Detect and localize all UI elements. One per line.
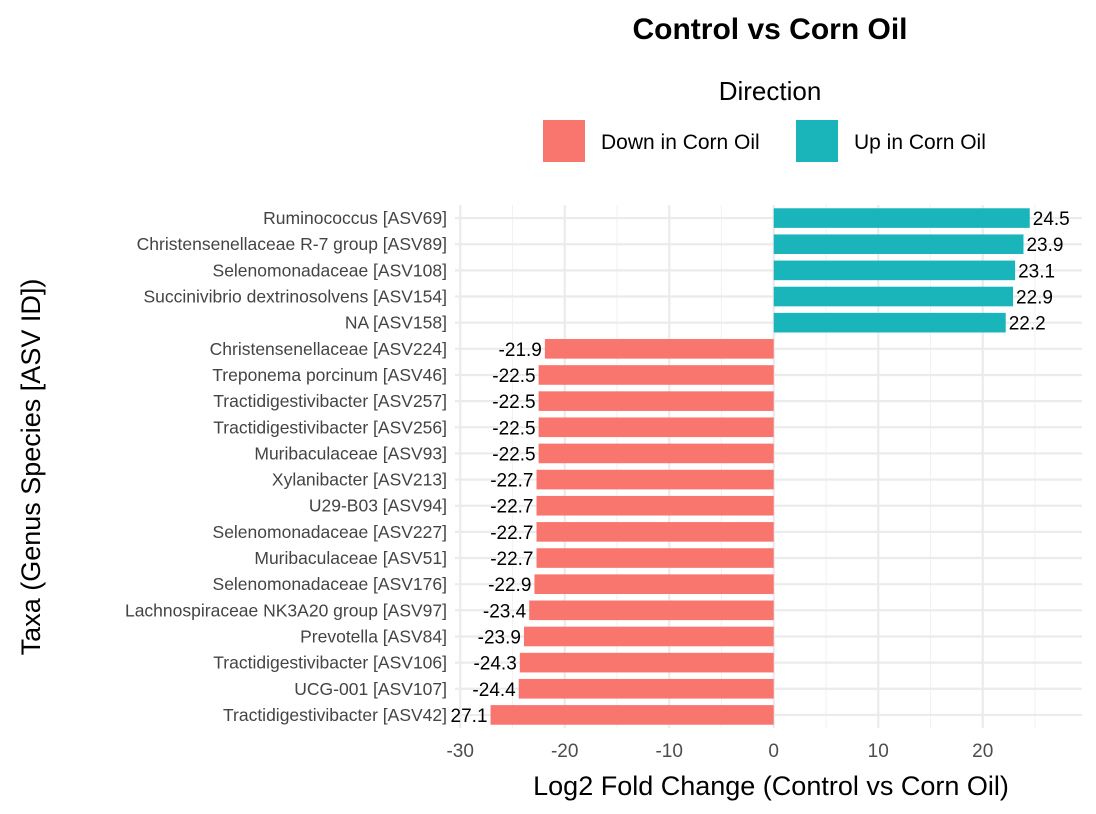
value-label: 23.9 (1026, 235, 1063, 256)
bar (523, 626, 774, 647)
category-label: Xylanibacter [ASV213] (272, 470, 447, 490)
category-label: Selenomonadaceae [ASV227] (213, 522, 447, 542)
value-label: -21.9 (499, 340, 542, 361)
value-label: -22.5 (492, 392, 535, 413)
x-tick-label: 20 (972, 741, 993, 762)
category-label: Muribaculaceae [ASV93] (254, 443, 447, 463)
bar (773, 286, 1014, 307)
category-label: Selenomonadaceae [ASV176] (213, 574, 447, 594)
category-label: Christensenellaceae R-7 group [ASV89] (137, 234, 447, 254)
value-label: 24.5 (1033, 209, 1070, 230)
legend-swatch-up (796, 120, 838, 162)
category-label: U29-B03 [ASV94] (309, 496, 447, 516)
value-label: -22.7 (490, 523, 533, 544)
bar (490, 705, 774, 725)
value-label: 22.2 (1009, 314, 1046, 335)
category-label: NA [ASV158] (345, 313, 447, 333)
bar (538, 417, 774, 438)
category-label: Selenomonadaceae [ASV108] (213, 260, 447, 280)
x-tick-label: -10 (655, 741, 682, 762)
bar (529, 600, 774, 621)
category-label: Christensenellaceae [ASV224] (210, 339, 447, 359)
bar (536, 495, 774, 516)
category-label: Lachnospiraceae NK3A20 group [ASV97] (125, 600, 447, 620)
value-label: -24.4 (472, 680, 516, 701)
bars (490, 208, 1030, 725)
legend: Direction Down in Corn Oil Up in Corn Oi… (543, 76, 986, 162)
legend-label-up: Up in Corn Oil (854, 131, 986, 154)
legend-label-down: Down in Corn Oil (601, 131, 760, 154)
category-label: UCG-001 [ASV107] (294, 679, 447, 699)
value-label: -22.5 (492, 444, 535, 465)
value-label: -23.4 (483, 601, 527, 622)
x-tick-label: -20 (551, 741, 578, 762)
value-label: 22.9 (1016, 288, 1053, 309)
value-label: -22.7 (490, 471, 533, 492)
category-label: Tractidigestivibacter [ASV256] (213, 417, 447, 437)
value-labels: 24.5 23.9 23.1 22.9 22.2 -21.9 -22.5 -22.5 -22.5… (451, 209, 1070, 727)
category-label: Tractidigestivibacter [ASV106] (213, 653, 447, 673)
value-label: -22.5 (492, 418, 535, 439)
value-label: -23.9 (478, 627, 521, 648)
category-label: Succinivibrio dextrinosolvens [ASV154] (144, 287, 448, 307)
y-axis-title: Taxa (Genus Species [ASV ID]) (16, 279, 46, 656)
bar (773, 208, 1030, 228)
x-axis-title: Log2 Fold Change (Control vs Corn Oil) (533, 771, 1009, 801)
bar (518, 678, 774, 699)
value-label: -24.3 (473, 654, 516, 675)
legend-title: Direction (719, 76, 822, 106)
bar (538, 365, 774, 385)
category-label: Ruminococcus [ASV69] (263, 208, 447, 228)
bar (538, 391, 774, 411)
category-label: Tractidigestivibacter [ASV42] (223, 705, 447, 725)
value-label: -22.9 (488, 575, 531, 596)
value-label: -22.7 (490, 549, 533, 570)
bar (544, 339, 774, 359)
x-tick-label: 0 (768, 741, 779, 762)
chart-title: Control vs Corn Oil (632, 13, 907, 46)
x-tick-label: 10 (868, 741, 889, 762)
value-label: 23.1 (1018, 261, 1055, 282)
x-tick-label: -30 (446, 741, 473, 762)
bar (536, 469, 774, 490)
category-label: Treponema porcinum [ASV46] (212, 365, 447, 385)
bar (538, 443, 774, 464)
grid (455, 205, 1082, 728)
bar (536, 548, 774, 568)
bar (536, 522, 774, 542)
value-label: -22.7 (490, 497, 533, 518)
category-label: Muribaculaceae [ASV51] (254, 548, 447, 568)
value-label: -22.5 (492, 366, 535, 387)
x-axis-ticks: -30 -20 -10 0 10 20 (446, 741, 993, 762)
bar (773, 234, 1024, 255)
legend-swatch-down (543, 120, 585, 162)
category-labels: Ruminococcus [ASV69] Christensenellaceae … (125, 208, 447, 725)
category-label: Tractidigestivibacter [ASV257] (213, 391, 447, 411)
bar (534, 574, 774, 594)
bar (519, 652, 774, 673)
value-label: 27.1 (451, 706, 488, 727)
bar (773, 260, 1016, 281)
bar (773, 312, 1006, 333)
category-label: Prevotella [ASV84] (300, 626, 447, 646)
